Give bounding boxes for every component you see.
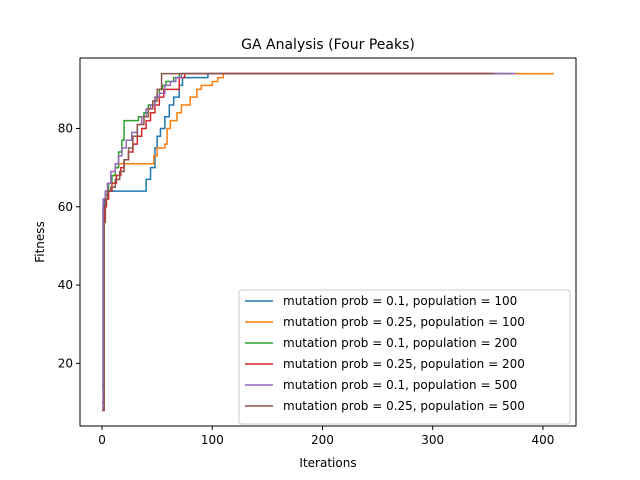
legend: mutation prob = 0.1, population = 100 mut… bbox=[238, 289, 571, 425]
x-tick-label: 300 bbox=[421, 433, 444, 447]
legend-label: mutation prob = 0.25, population = 500 bbox=[283, 399, 525, 413]
series-line-6 bbox=[102, 72, 494, 412]
x-axis-title: Iterations bbox=[299, 456, 356, 470]
plot-area bbox=[102, 72, 554, 412]
y-tick-label: 40 bbox=[58, 278, 73, 292]
x-tick-label: 0 bbox=[98, 433, 106, 447]
legend-label: mutation prob = 0.25, population = 200 bbox=[283, 357, 525, 371]
legend-label: mutation prob = 0.1, population = 500 bbox=[283, 378, 517, 392]
x-axis: 0 100 200 300 400 bbox=[98, 426, 554, 447]
y-axis: 20 40 60 80 bbox=[58, 121, 80, 370]
chart-title: GA Analysis (Four Peaks) bbox=[241, 37, 415, 53]
y-tick-label: 80 bbox=[58, 121, 73, 135]
legend-label: mutation prob = 0.1, population = 200 bbox=[283, 336, 517, 350]
x-tick-label: 400 bbox=[531, 433, 554, 447]
y-tick-label: 20 bbox=[58, 356, 73, 370]
x-tick-label: 200 bbox=[311, 433, 334, 447]
x-tick-label: 100 bbox=[201, 433, 224, 447]
axes-frame bbox=[79, 57, 577, 427]
legend-box bbox=[238, 289, 571, 425]
legend-label: mutation prob = 0.25, population = 100 bbox=[283, 315, 525, 329]
y-axis-title: Fitness bbox=[33, 221, 47, 263]
legend-label: mutation prob = 0.1, population = 100 bbox=[283, 294, 517, 308]
y-tick-label: 60 bbox=[58, 200, 73, 214]
